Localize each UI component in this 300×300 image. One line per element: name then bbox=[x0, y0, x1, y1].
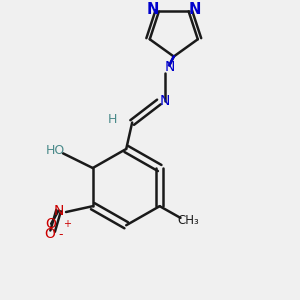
Text: H: H bbox=[108, 113, 118, 126]
Text: N: N bbox=[53, 204, 64, 218]
Text: N: N bbox=[164, 60, 175, 74]
Text: +: + bbox=[64, 219, 71, 229]
Text: O: O bbox=[46, 217, 57, 231]
Text: N: N bbox=[160, 94, 170, 107]
Text: -: - bbox=[58, 227, 63, 241]
Text: O: O bbox=[44, 227, 55, 241]
Text: N: N bbox=[189, 2, 201, 17]
Text: HO: HO bbox=[46, 144, 65, 157]
Text: CH₃: CH₃ bbox=[177, 214, 199, 227]
Text: N: N bbox=[146, 2, 159, 17]
